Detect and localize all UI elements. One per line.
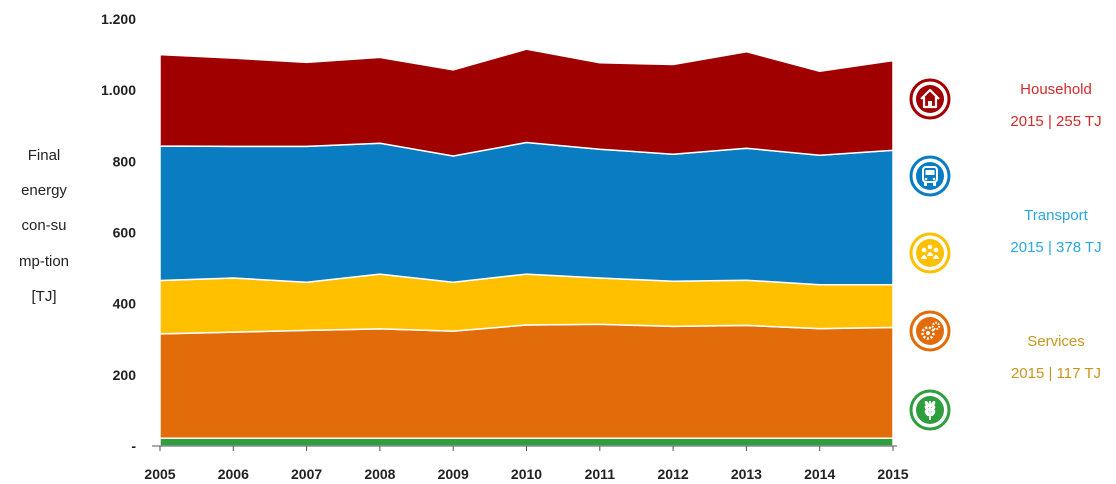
services-value: 2015 | 117 TJ [1011,365,1101,382]
y-axis-label-line: [TJ] [32,288,57,305]
bus-icon [909,155,951,197]
x-tick-label: 2008 [364,466,395,482]
transport-label: Transport [1024,207,1088,224]
x-tick-label: 2013 [731,466,762,482]
house-icon [909,78,951,120]
sector-annotations: Household 2015 | 255 TJ Transport 2015 | 37… [1010,81,1101,382]
y-axis-label-line: Final [28,147,61,164]
x-tick-label: 2010 [511,466,542,482]
x-axis-ticks: 2005 2006 2007 2008 2009 2010 2011 2012 2013 2014… [144,446,909,482]
x-tick-label: 2009 [438,466,469,482]
transport-value: 2015 | 378 TJ [1010,239,1101,256]
household-area [159,48,894,157]
x-tick-label: 2007 [291,466,322,482]
y-axis-label-line: energy [21,182,67,199]
x-tick-label: 2015 [877,466,908,482]
x-tick-label: 2006 [218,466,249,482]
y-tick-label: 600 [113,225,137,241]
y-tick-label: - [131,438,136,454]
services-label: Services [1027,333,1085,350]
people-icon [909,232,951,274]
household-label: Household [1020,81,1092,98]
y-tick-label: 800 [113,153,137,169]
y-axis-label: Final energy con-su mp-tion [TJ] [19,147,69,305]
transport-area [159,141,894,286]
y-axis-ticks: - 200 400 600 800 1.000 1.200 [101,11,136,454]
wheat-icon [909,389,951,431]
sector-icons [909,78,951,431]
gears-icon [909,310,951,352]
x-tick-label: 2012 [658,466,689,482]
y-tick-label: 400 [113,296,137,312]
x-tick-label: 2005 [144,466,175,482]
y-tick-label: 1.200 [101,11,136,27]
y-axis-label-line: mp-tion [19,253,69,270]
x-tick-label: 2011 [585,466,616,482]
y-tick-label: 200 [113,367,137,383]
stacked-areas [159,48,894,447]
x-tick-label: 2014 [804,466,835,482]
household-value: 2015 | 255 TJ [1010,113,1101,130]
agriculture-area [159,437,894,447]
y-tick-label: 1.000 [101,82,136,98]
services-area [159,323,894,439]
y-axis-label-line: con-su [21,217,66,234]
